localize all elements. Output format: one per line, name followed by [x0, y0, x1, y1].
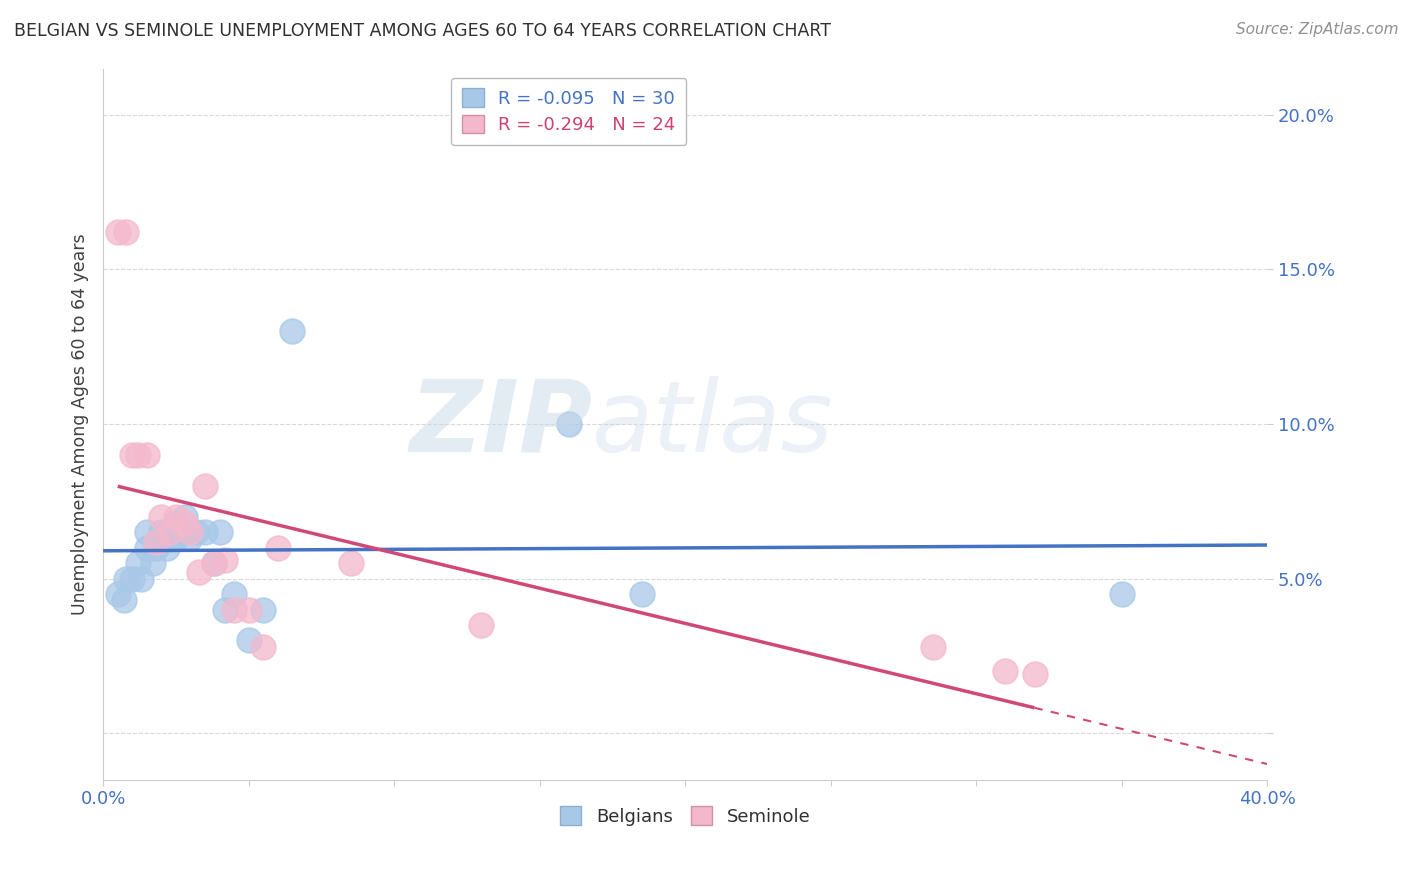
Point [188, 566, 211, 580]
Point [135, 525, 157, 540]
Point [224, 602, 246, 616]
Point [156, 541, 179, 555]
Point [129, 572, 152, 586]
Point [252, 640, 274, 654]
Text: atlas: atlas [592, 376, 834, 473]
Point [107, 226, 129, 240]
Point [1111, 587, 1133, 601]
Point [170, 525, 193, 540]
Point [194, 525, 217, 540]
Legend: Belgians, Seminole: Belgians, Seminole [551, 797, 820, 835]
Point [135, 541, 157, 555]
Text: ZIP: ZIP [409, 376, 592, 473]
Point [224, 587, 246, 601]
Point [156, 525, 179, 540]
Point [214, 553, 236, 567]
Point [921, 640, 943, 654]
Text: BELGIAN VS SEMINOLE UNEMPLOYMENT AMONG AGES 60 TO 64 YEARS CORRELATION CHART: BELGIAN VS SEMINOLE UNEMPLOYMENT AMONG A… [14, 22, 831, 40]
Point [202, 556, 225, 570]
Point [127, 556, 149, 570]
Text: Source: ZipAtlas.com: Source: ZipAtlas.com [1236, 22, 1399, 37]
Point [121, 572, 143, 586]
Point [202, 556, 225, 570]
Point [107, 587, 129, 601]
Point [150, 525, 173, 540]
Point [127, 448, 149, 462]
Point [115, 226, 138, 240]
Point [558, 417, 581, 431]
Point [173, 516, 195, 530]
Point [214, 602, 236, 616]
Point [470, 618, 492, 632]
Point [1024, 667, 1046, 681]
Point [145, 534, 167, 549]
Point [150, 509, 173, 524]
Point [630, 587, 652, 601]
Point [252, 602, 274, 616]
Point [115, 572, 138, 586]
Point [159, 525, 181, 540]
Point [208, 525, 231, 540]
Point [121, 448, 143, 462]
Point [165, 532, 187, 546]
Point [238, 633, 260, 648]
Point [135, 448, 157, 462]
Point [112, 593, 135, 607]
Point [165, 516, 187, 530]
Point [281, 324, 304, 338]
Point [194, 479, 217, 493]
Point [179, 525, 201, 540]
Point [238, 602, 260, 616]
Point [142, 556, 165, 570]
Point [994, 665, 1017, 679]
Point [267, 541, 290, 555]
Point [179, 532, 201, 546]
Point [339, 556, 361, 570]
Point [173, 509, 195, 524]
Y-axis label: Unemployment Among Ages 60 to 64 years: Unemployment Among Ages 60 to 64 years [72, 233, 89, 615]
Point [165, 509, 187, 524]
Point [186, 525, 208, 540]
Point [145, 541, 167, 555]
